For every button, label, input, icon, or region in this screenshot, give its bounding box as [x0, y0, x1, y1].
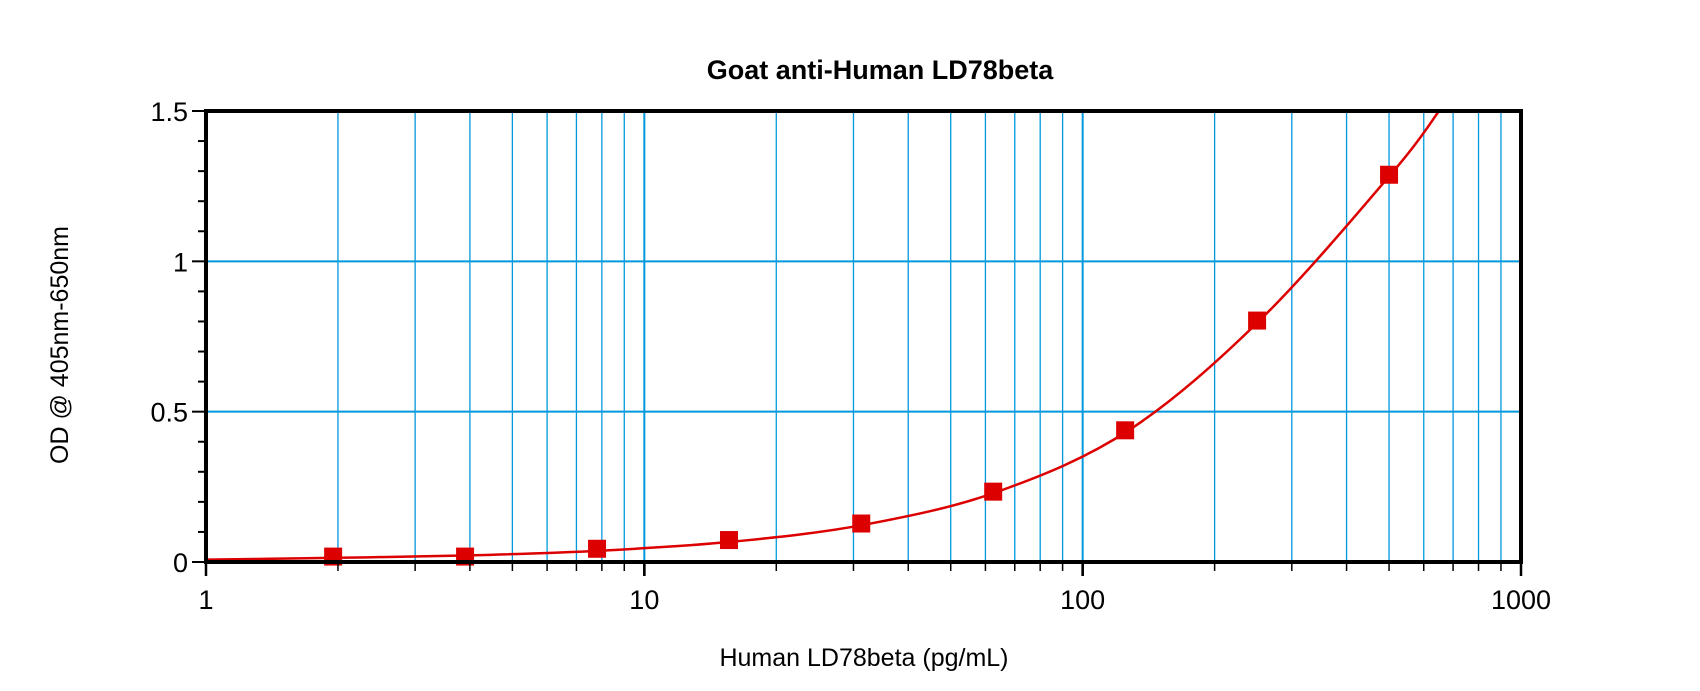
y-axis-ticks: 0 0.5 1 1.5 [150, 97, 206, 578]
data-points [324, 165, 1399, 566]
y-tick-label: 1 [173, 247, 188, 277]
data-point-marker [588, 539, 607, 558]
data-point-marker [1380, 165, 1399, 184]
grid-lines [206, 111, 1521, 562]
x-axis-ticks: 1 10 100 1000 [198, 562, 1551, 615]
x-tick-label: 10 [629, 585, 659, 615]
data-point-marker [1248, 311, 1267, 330]
x-tick-label: 1000 [1491, 585, 1551, 615]
fit-curve-line [205, 110, 1440, 561]
data-point-marker [1116, 421, 1135, 440]
data-point-marker [719, 531, 738, 550]
x-tick-label: 100 [1060, 585, 1105, 615]
y-axis-label: OD @ 405nm-650nm [46, 226, 74, 464]
x-axis-label: Human LD78beta (pg/mL) [719, 644, 1008, 672]
fit-curve [205, 110, 1440, 561]
y-tick-label: 1.5 [150, 97, 188, 127]
y-tick-label: 0.5 [150, 398, 188, 428]
data-point-marker [984, 482, 1003, 501]
plot-frame [204, 109, 1523, 564]
chart-title: Goat anti-Human LD78beta [707, 55, 1055, 85]
y-tick-label: 0 [173, 548, 188, 578]
data-point-marker [852, 514, 871, 533]
x-tick-label: 1 [198, 585, 213, 615]
